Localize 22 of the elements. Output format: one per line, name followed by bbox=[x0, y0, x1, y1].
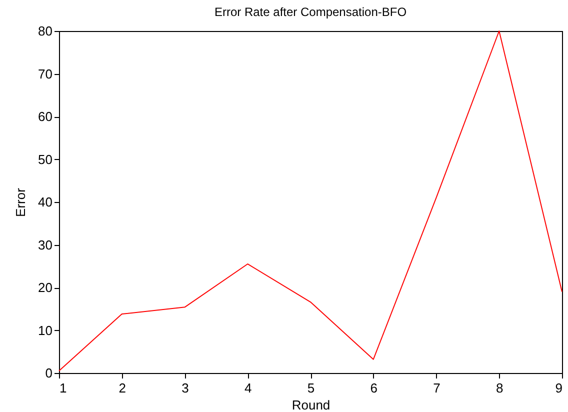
y-tick-label: 70 bbox=[38, 66, 52, 82]
x-tick-label: 2 bbox=[118, 380, 126, 396]
x-tick-label: 8 bbox=[496, 380, 504, 396]
y-tick-label: 60 bbox=[38, 109, 52, 124]
x-tick-label: 9 bbox=[555, 380, 562, 396]
y-tick-label: 0 bbox=[45, 366, 52, 380]
x-tick-label: 6 bbox=[370, 380, 378, 396]
x-tick-label: 1 bbox=[60, 380, 67, 396]
y-axis-title: Error bbox=[13, 187, 28, 217]
x-tick-label: 4 bbox=[244, 380, 252, 396]
chart-title: Error Rate after Compensation-BFO bbox=[214, 5, 407, 19]
x-tick-label: 5 bbox=[307, 380, 315, 396]
y-tick-label: 80 bbox=[38, 24, 52, 38]
y-tick-label: 10 bbox=[38, 322, 52, 338]
y-tick-label: 20 bbox=[38, 280, 52, 295]
x-tick-label: 7 bbox=[433, 380, 440, 396]
x-axis-title: Round bbox=[292, 398, 330, 412]
y-tick-label: 40 bbox=[38, 194, 52, 210]
x-tick-label: 3 bbox=[182, 380, 189, 396]
y-tick-label: 50 bbox=[38, 152, 52, 167]
y-tick-label: 30 bbox=[38, 237, 52, 252]
line-series bbox=[58, 30, 562, 372]
